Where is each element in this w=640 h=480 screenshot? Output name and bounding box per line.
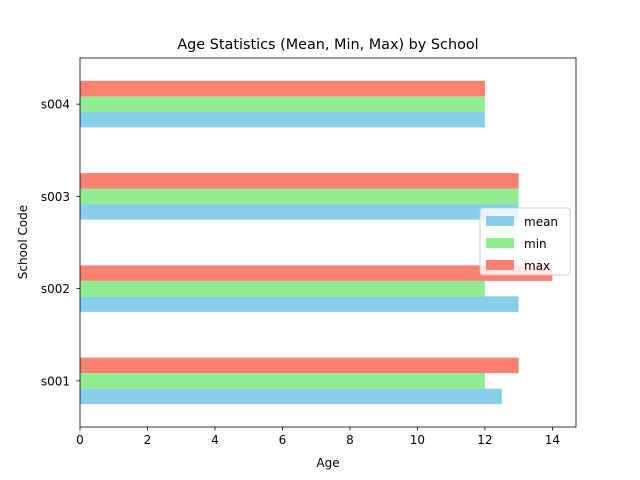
x-tick-label: 6 xyxy=(279,433,287,447)
legend-swatch-mean xyxy=(486,216,514,226)
bar-s003-min xyxy=(80,188,519,205)
bar-s001-min xyxy=(80,373,485,389)
x-tick-label: 0 xyxy=(76,433,84,447)
plot-frame xyxy=(79,57,577,428)
bars-group xyxy=(80,80,553,405)
legend: mean min max xyxy=(479,207,571,276)
x-tick-label: 4 xyxy=(211,433,219,447)
bar-s002-mean xyxy=(80,296,519,312)
x-tick-label: 2 xyxy=(144,433,152,447)
x-axis-label: Age xyxy=(316,456,339,470)
legend-label-min: min xyxy=(524,237,547,251)
x-tick-label: 10 xyxy=(410,433,425,447)
chart-title: Age Statistics (Mean, Min, Max) by Schoo… xyxy=(177,37,478,53)
bar-s002-min xyxy=(80,280,485,297)
legend-label-max: max xyxy=(524,259,550,273)
legend-swatch-min xyxy=(486,238,514,248)
bar-s004-min xyxy=(80,96,485,112)
y-tick-label: s004 xyxy=(41,98,70,112)
y-tick-label: s001 xyxy=(41,374,70,388)
bar-s003-mean xyxy=(80,204,519,220)
x-tick-label: 8 xyxy=(346,433,354,447)
y-axis: s001 s002 s003 s004 xyxy=(41,98,80,388)
bar-s003-max xyxy=(80,173,519,189)
y-tick-label: s003 xyxy=(41,190,70,204)
legend-label-mean: mean xyxy=(524,215,558,229)
legend-swatch-max xyxy=(486,260,514,270)
y-axis-label: School Code xyxy=(16,205,30,279)
bar-s001-mean xyxy=(80,388,502,405)
bar-s002-max xyxy=(80,265,553,281)
bar-s001-max xyxy=(80,357,519,374)
y-tick-label: s002 xyxy=(41,282,70,296)
bar-s004-max xyxy=(80,80,485,97)
x-axis: 0 2 4 6 8 10 12 14 xyxy=(76,427,560,447)
bar-s004-mean xyxy=(80,111,485,128)
x-tick-label: 14 xyxy=(545,433,560,447)
x-tick-label: 12 xyxy=(477,433,492,447)
